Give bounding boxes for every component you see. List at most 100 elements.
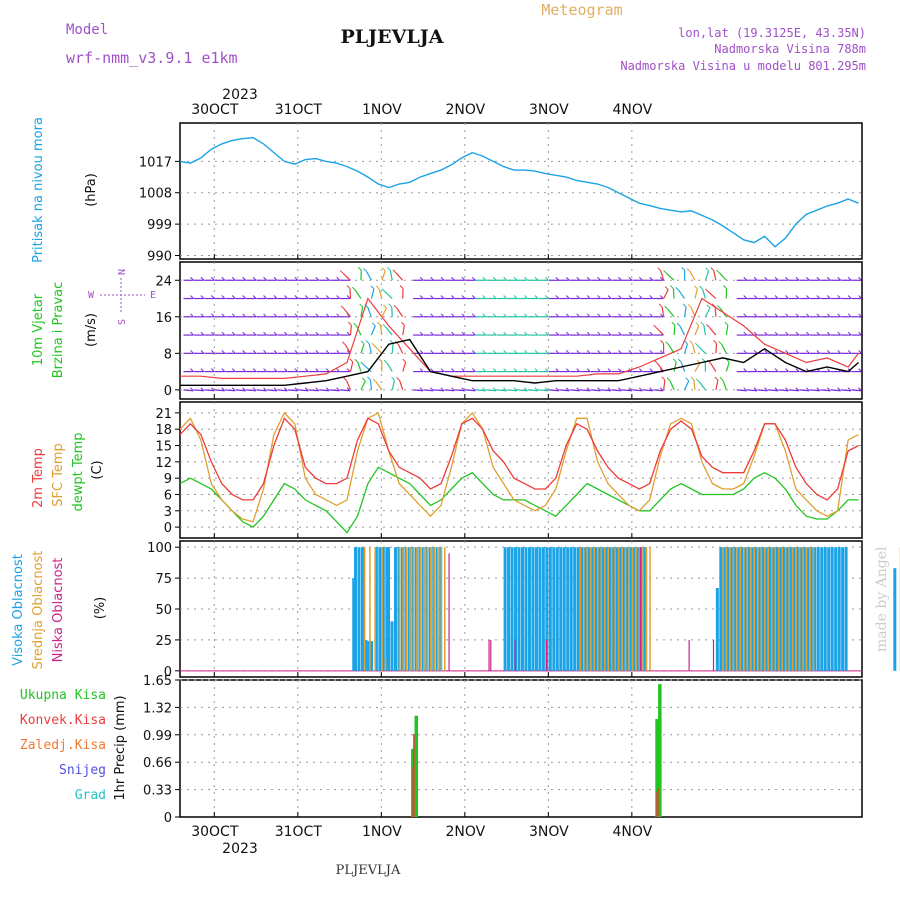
- high-cloud-ylabel: Visoka Oblacnost: [11, 554, 26, 666]
- wind-arrow: [559, 389, 570, 392]
- wind-arrow: [214, 389, 225, 392]
- wind-arrow-head: [774, 387, 779, 392]
- wind-arrow: [642, 389, 653, 392]
- wind-arrow-head: [492, 295, 497, 299]
- wind-arrow-head: [753, 331, 758, 336]
- wind-arrow-head: [659, 387, 664, 392]
- mid-cloud-bar: [757, 547, 759, 671]
- wind-arrow: [349, 288, 352, 299]
- high-cloud-bar: [387, 547, 391, 671]
- wind-arrow-head: [534, 349, 539, 354]
- mid-cloud-bar: [631, 547, 634, 671]
- mid-cloud-bar: [739, 547, 742, 671]
- wind-arrow-head: [816, 387, 821, 392]
- high-cloud-bar: [764, 547, 768, 671]
- top-date-tick-label: 31OCT: [275, 102, 323, 118]
- pressure-ylabel: Pritisak na nivou mora: [31, 117, 46, 263]
- wind-speed-line: [180, 338, 859, 386]
- mid-cloud-bar: [440, 547, 442, 671]
- wind-arrow-head: [649, 331, 654, 336]
- wind-arrow: [391, 343, 394, 354]
- wind-arrow: [691, 343, 696, 354]
- wind-arrow: [710, 362, 717, 372]
- wind-arrow-head: [576, 368, 581, 372]
- wind-arrow-head: [847, 276, 852, 281]
- high-cloud-bar: [893, 568, 897, 671]
- wind-arrow-head: [743, 313, 748, 318]
- wind-arrow-head: [221, 387, 226, 392]
- high-cloud-bar: [378, 547, 382, 671]
- wind-arrow-head: [231, 295, 236, 299]
- high-cloud-bar: [531, 547, 535, 671]
- bottom-year-label: 2023: [222, 841, 258, 857]
- wind-arrow: [767, 389, 779, 392]
- bottom-time-axis: 30OCT 31OCT 1NOV 2NOV 3NOV 4NOV: [191, 824, 652, 840]
- wind-arrow-head: [597, 368, 601, 372]
- low-cloud-bar: [490, 639, 492, 671]
- wind-arrow-head: [284, 295, 288, 299]
- wind-arrow-head: [701, 358, 706, 362]
- mid-cloud-bar: [398, 547, 401, 671]
- wind-arrow-head: [372, 378, 377, 383]
- y-tick-label: 3: [164, 505, 172, 520]
- wind-arrow: [370, 288, 375, 299]
- wind-arrow: [204, 389, 215, 392]
- wind-arrow-head: [340, 305, 345, 310]
- wind-arrow-head: [325, 387, 330, 392]
- high-cloud-bar: [353, 547, 357, 671]
- top-date-tick-label: 2NOV: [445, 102, 485, 118]
- wind-arrow-head: [723, 285, 727, 289]
- high-cloud-bar: [632, 547, 636, 671]
- high-cloud-bar: [510, 547, 514, 671]
- mid-cloud-bar: [638, 547, 641, 671]
- wind-arrow-head: [586, 349, 591, 354]
- mid-cloud-bar: [374, 547, 376, 671]
- wind-arrow-head: [401, 321, 405, 326]
- high-cloud-bar: [527, 547, 531, 671]
- wind-arrow: [369, 379, 372, 390]
- wind-arrow-head: [607, 313, 612, 318]
- wind-arrow-head: [200, 331, 205, 336]
- wind-arrow-head: [638, 349, 643, 354]
- wind-arrow-head: [743, 276, 748, 281]
- wind-arrow-head: [607, 331, 612, 336]
- y-tick-label: 18: [155, 423, 172, 438]
- wind-arrow-head: [785, 276, 789, 281]
- wind-arrow-head: [482, 387, 487, 392]
- high-cloud-bar: [374, 547, 378, 671]
- wind-arrow-head: [753, 368, 758, 372]
- wind-arrow-head: [430, 295, 434, 299]
- wind-arrow-head: [336, 313, 340, 318]
- wind-arrow-head: [263, 331, 267, 336]
- temp2m-ylabel: 2m Temp: [31, 448, 46, 508]
- wind-arrow-head: [211, 276, 215, 281]
- wind-arrow-head: [649, 368, 654, 372]
- wind-arrow-head: [837, 276, 842, 281]
- wind-arrow-head: [315, 349, 320, 354]
- wind-arrow-head: [670, 285, 674, 289]
- wind-arrow-head: [492, 331, 497, 336]
- precipitation-panel: 0 0.33 0.66 0.99 1.32 1.65: [143, 674, 863, 826]
- wind-arrow-head: [618, 349, 622, 354]
- wind-arrow: [384, 291, 393, 299]
- wind-arrow: [340, 389, 351, 392]
- wind-arrow-head: [743, 295, 748, 299]
- precip-unit: 1hr Precip (mm): [113, 695, 128, 800]
- wind-arrow: [660, 270, 665, 281]
- wind-arrow-head: [221, 349, 226, 354]
- high-cloud-bar: [369, 641, 373, 671]
- wind-arrow-head: [713, 340, 717, 344]
- wind-arrow-head: [378, 358, 383, 362]
- high-cloud-bar: [795, 547, 799, 671]
- temp-unit: (C): [90, 460, 105, 479]
- wind-arrow-head: [555, 295, 560, 299]
- wind-arrow-head: [430, 331, 434, 336]
- wind-arrow-head: [231, 349, 236, 354]
- mid-cloud-bar: [781, 547, 783, 671]
- wind-arrow-head: [714, 376, 719, 381]
- wind-arrow-head: [795, 313, 800, 318]
- wind-arrow-head: [231, 313, 236, 318]
- wind-arrow-head: [826, 387, 831, 392]
- wind-arrow-head: [325, 313, 330, 318]
